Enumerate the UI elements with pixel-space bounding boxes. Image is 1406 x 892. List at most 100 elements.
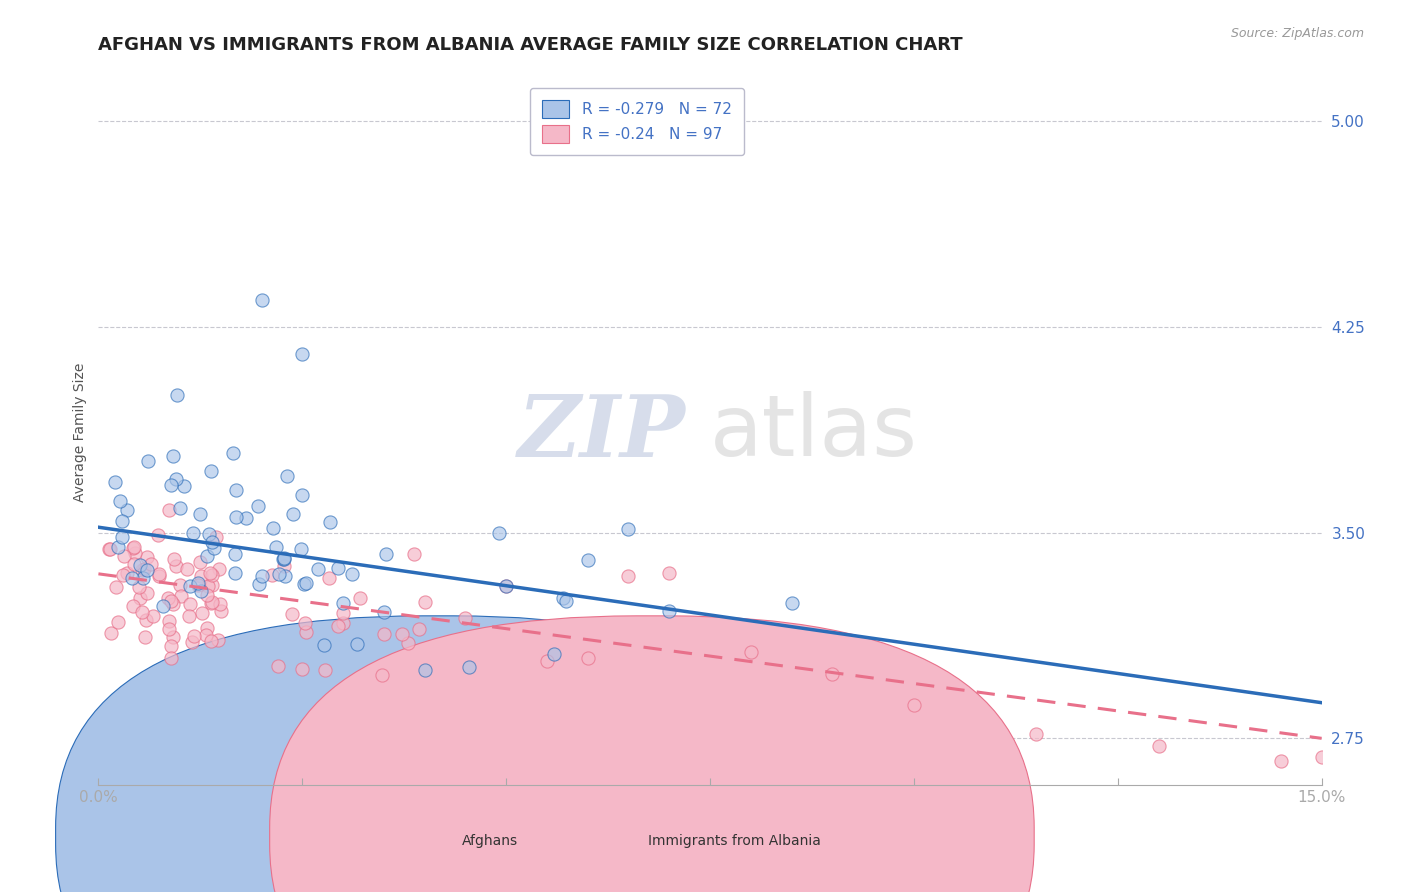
Point <box>112 549 135 563</box>
Point <box>458 659 481 673</box>
Point <box>543 647 565 661</box>
Point <box>156 591 179 605</box>
Point <box>100 625 122 640</box>
Point <box>375 548 398 562</box>
Point <box>135 613 157 627</box>
Point <box>162 597 184 611</box>
Point <box>326 561 349 575</box>
Point <box>195 621 218 635</box>
Point <box>391 627 413 641</box>
Point <box>107 615 129 629</box>
Point <box>122 541 145 555</box>
Point <box>373 627 395 641</box>
Point <box>177 608 200 623</box>
FancyBboxPatch shape <box>56 615 820 892</box>
Point <box>413 663 436 677</box>
Point <box>132 562 155 576</box>
Point <box>821 667 844 681</box>
Point <box>157 622 180 636</box>
Point <box>197 579 219 593</box>
Point <box>1270 755 1292 769</box>
Text: atlas: atlas <box>710 391 918 475</box>
Point <box>346 637 368 651</box>
Point <box>370 668 392 682</box>
Point <box>495 579 517 593</box>
Point <box>163 552 186 566</box>
Point <box>318 571 340 585</box>
Point <box>170 589 193 603</box>
Point <box>187 577 209 591</box>
Point <box>225 510 247 524</box>
Point <box>200 634 222 648</box>
Point <box>195 628 218 642</box>
Point <box>495 579 517 593</box>
Point <box>104 475 127 490</box>
Point <box>209 603 232 617</box>
Point <box>135 563 157 577</box>
Point <box>332 616 354 631</box>
Point <box>197 527 219 541</box>
Point <box>222 446 245 460</box>
Point <box>314 663 336 677</box>
Point <box>1147 739 1170 754</box>
Point <box>111 530 134 544</box>
Point <box>202 541 225 556</box>
Point <box>165 559 187 574</box>
Point <box>129 591 152 606</box>
Point <box>294 615 316 630</box>
Point <box>157 503 180 517</box>
Point <box>295 625 318 640</box>
Point <box>190 583 212 598</box>
Point <box>273 550 295 565</box>
Point <box>195 549 218 563</box>
Point <box>165 472 187 486</box>
Point <box>179 579 201 593</box>
Point <box>98 541 121 556</box>
Point <box>142 609 165 624</box>
Point <box>162 630 184 644</box>
Point <box>136 549 159 564</box>
Point <box>128 580 150 594</box>
Point <box>267 566 290 581</box>
Point <box>617 569 640 583</box>
Point <box>181 525 204 540</box>
Point <box>108 493 131 508</box>
Point <box>260 567 283 582</box>
Point <box>291 347 314 361</box>
Point <box>200 464 222 478</box>
Point <box>181 634 204 648</box>
Point <box>121 571 143 585</box>
Point <box>111 568 134 582</box>
Point <box>183 629 205 643</box>
Text: ZIP: ZIP <box>517 391 686 475</box>
Point <box>373 605 395 619</box>
Point <box>179 597 201 611</box>
Point <box>332 606 354 620</box>
Point <box>198 566 221 580</box>
Point <box>169 501 191 516</box>
Point <box>208 561 231 575</box>
Point <box>290 541 312 556</box>
Point <box>201 578 224 592</box>
Point <box>553 591 575 606</box>
Point <box>159 639 181 653</box>
Point <box>122 599 145 613</box>
Text: Immigrants from Albania: Immigrants from Albania <box>648 834 821 848</box>
Point <box>136 454 159 468</box>
Point <box>294 576 316 591</box>
Point <box>131 571 153 585</box>
Point <box>157 614 180 628</box>
Point <box>780 596 803 610</box>
Point <box>131 605 153 619</box>
Point <box>191 606 214 620</box>
Point <box>454 611 477 625</box>
Point <box>555 594 578 608</box>
Point <box>104 580 127 594</box>
Point <box>266 659 288 673</box>
Point <box>124 546 146 560</box>
Point <box>169 578 191 592</box>
Point <box>312 638 335 652</box>
Point <box>201 595 224 609</box>
Point <box>162 449 184 463</box>
Point <box>250 569 273 583</box>
